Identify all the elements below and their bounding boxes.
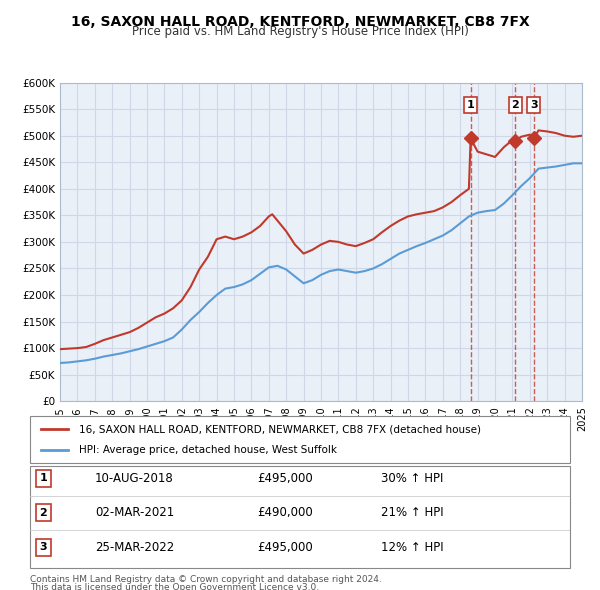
Text: £490,000: £490,000 [257, 506, 313, 519]
FancyBboxPatch shape [30, 416, 570, 463]
Text: 25-MAR-2022: 25-MAR-2022 [95, 541, 174, 554]
Text: 1: 1 [40, 473, 47, 483]
Text: Contains HM Land Registry data © Crown copyright and database right 2024.: Contains HM Land Registry data © Crown c… [30, 575, 382, 584]
Text: Price paid vs. HM Land Registry's House Price Index (HPI): Price paid vs. HM Land Registry's House … [131, 25, 469, 38]
FancyBboxPatch shape [30, 466, 570, 568]
Text: This data is licensed under the Open Government Licence v3.0.: This data is licensed under the Open Gov… [30, 583, 319, 590]
Text: 30% ↑ HPI: 30% ↑ HPI [381, 472, 443, 485]
Text: £495,000: £495,000 [257, 541, 313, 554]
Text: 2: 2 [40, 508, 47, 518]
Text: 12% ↑ HPI: 12% ↑ HPI [381, 541, 443, 554]
Text: 3: 3 [530, 100, 538, 110]
Text: 16, SAXON HALL ROAD, KENTFORD, NEWMARKET, CB8 7FX: 16, SAXON HALL ROAD, KENTFORD, NEWMARKET… [71, 15, 529, 29]
Text: 16, SAXON HALL ROAD, KENTFORD, NEWMARKET, CB8 7FX (detached house): 16, SAXON HALL ROAD, KENTFORD, NEWMARKET… [79, 424, 481, 434]
Text: 10-AUG-2018: 10-AUG-2018 [95, 472, 173, 485]
Text: 1: 1 [467, 100, 475, 110]
Text: 02-MAR-2021: 02-MAR-2021 [95, 506, 174, 519]
Text: 3: 3 [40, 542, 47, 552]
Text: 2: 2 [511, 100, 519, 110]
Text: £495,000: £495,000 [257, 472, 313, 485]
Text: 21% ↑ HPI: 21% ↑ HPI [381, 506, 443, 519]
Text: HPI: Average price, detached house, West Suffolk: HPI: Average price, detached house, West… [79, 445, 337, 455]
